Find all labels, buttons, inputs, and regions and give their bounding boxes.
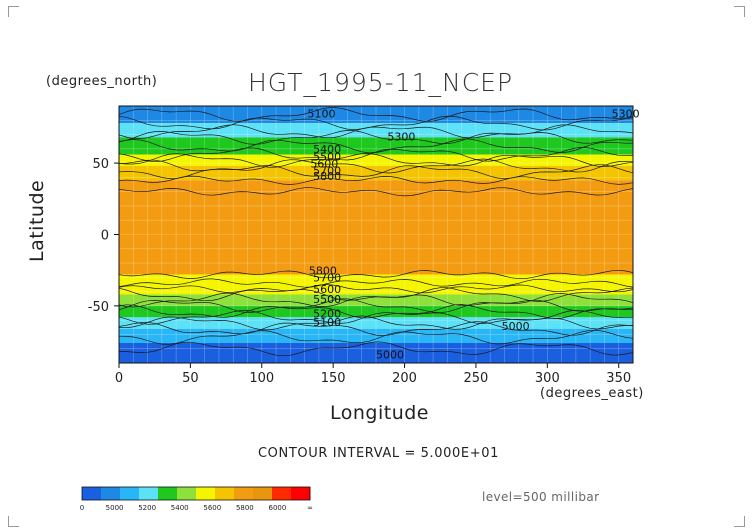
contour-line: [118, 278, 634, 288]
zonal-band-2: [119, 137, 633, 155]
colorbar-swatch: [101, 487, 121, 500]
zonal-band-0: [119, 106, 633, 124]
contour-line: [118, 187, 634, 197]
contour-label: 5300: [612, 107, 640, 120]
contour-label: 5800: [313, 170, 341, 183]
zonal-band-7: [119, 294, 633, 306]
x-tick-label: 0: [115, 371, 123, 386]
contour-line: [118, 341, 634, 357]
contour-line: [118, 298, 634, 314]
x-tick-label: 100: [249, 371, 274, 386]
contour-label: 5700: [313, 165, 341, 178]
contour-label: 5500: [313, 150, 341, 163]
x-tick-label: 150: [321, 371, 346, 386]
contour-line: [118, 147, 634, 163]
contour-label: 5300: [387, 130, 415, 143]
frame-corner-bottom-left: [8, 516, 19, 527]
contour-line: [118, 292, 634, 308]
colorbar-label: 5800: [236, 504, 254, 512]
colorbar-swatch: [234, 487, 254, 500]
contour-line: [118, 107, 634, 122]
zonal-band-5: [119, 180, 633, 275]
frame-corner-top-right: [734, 6, 745, 17]
contour-label: 5000: [376, 349, 404, 362]
contour-line: [118, 124, 634, 140]
colorbar-swatch: [196, 487, 216, 500]
y-tick-label: 50: [92, 157, 109, 172]
colorbar-swatch: [291, 487, 311, 500]
contour-line: [118, 164, 634, 180]
contour-line: [118, 284, 634, 294]
colorbar-label: 6000: [269, 504, 287, 512]
colorbar-label: 5400: [171, 504, 189, 512]
colorbar-frame: [81, 486, 311, 501]
colorbar-swatch: [82, 487, 102, 500]
contour-label: 5000: [502, 320, 530, 333]
x-tick-label: 250: [464, 371, 489, 386]
level-note: level=500 millibar: [482, 490, 600, 504]
contour-label: 5100: [307, 107, 335, 120]
contour-line: [118, 309, 633, 325]
colorbar-label: ∞: [307, 504, 313, 512]
colorbar-swatch: [120, 487, 140, 500]
contour-label: 5500: [313, 293, 341, 306]
y-tick-label: -50: [88, 300, 109, 315]
zonal-band-4: [119, 165, 633, 181]
contour-label: 5100: [313, 316, 341, 329]
contour-label: 5600: [310, 157, 338, 170]
contour-label: 5600: [313, 283, 341, 296]
x-tick-label: 200: [392, 371, 417, 386]
contour-line: [118, 321, 634, 336]
contour-label: 5800: [309, 264, 337, 277]
contour-line: [118, 329, 634, 345]
contour-line: [118, 130, 634, 145]
chart-title: HGT_1995-11_NCEP: [248, 68, 514, 97]
contour-line: [118, 153, 634, 168]
x-tick-label: 350: [606, 371, 631, 386]
colorbar-swatch: [139, 487, 159, 500]
zonal-band-10: [119, 328, 633, 344]
x-tick-label: 50: [182, 371, 199, 386]
contour-interval-note: CONTOUR INTERVAL = 5.000E+01: [258, 446, 499, 461]
colorbar-label: 5200: [138, 504, 156, 512]
contour-label: 5700: [313, 272, 341, 285]
colorbar-label: 5600: [203, 504, 221, 512]
contour-label: 5200: [313, 307, 341, 320]
colorbar-swatch: [253, 487, 273, 500]
zonal-band-9: [119, 317, 633, 329]
colorbar-label: 0: [80, 504, 84, 512]
y-axis-units: (degrees_north): [46, 74, 158, 89]
frame-corner-bottom-right: [734, 516, 745, 527]
colorbar-swatch: [272, 487, 292, 500]
contour-line: [118, 175, 634, 185]
zonal-band-3: [119, 154, 633, 166]
colorbar-swatch: [215, 487, 235, 500]
zonal-band-6: [119, 274, 633, 295]
colorbar-swatch: [177, 487, 197, 500]
frame-corner-top-left: [8, 6, 19, 17]
contour-label: 5400: [313, 143, 341, 156]
contour-line: [118, 315, 634, 331]
colorbar-label: 5000: [106, 504, 124, 512]
contour-line: [118, 138, 634, 154]
x-axis-label: Longitude: [330, 402, 429, 424]
contour-line: [118, 269, 634, 280]
y-tick-label: 0: [101, 229, 109, 244]
contour-line: [118, 115, 634, 131]
x-axis-units: (degrees_east): [540, 386, 644, 401]
x-tick-label: 300: [535, 371, 560, 386]
zonal-band-8: [119, 305, 633, 318]
colorbar-swatch: [158, 487, 178, 500]
